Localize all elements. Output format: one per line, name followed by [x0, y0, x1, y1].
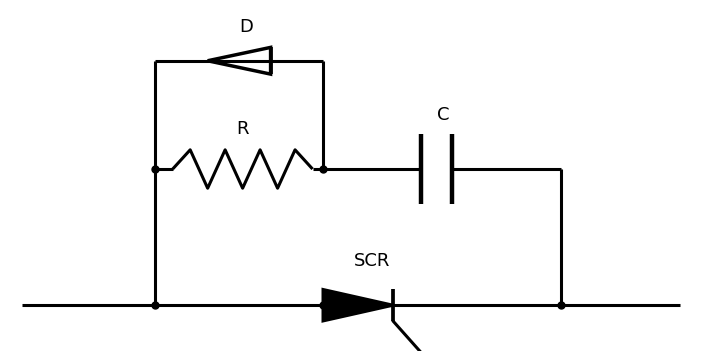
Text: D: D [239, 18, 253, 36]
Polygon shape [323, 289, 393, 321]
Text: C: C [437, 106, 450, 124]
Text: R: R [237, 120, 249, 138]
Text: SCR: SCR [354, 252, 390, 270]
